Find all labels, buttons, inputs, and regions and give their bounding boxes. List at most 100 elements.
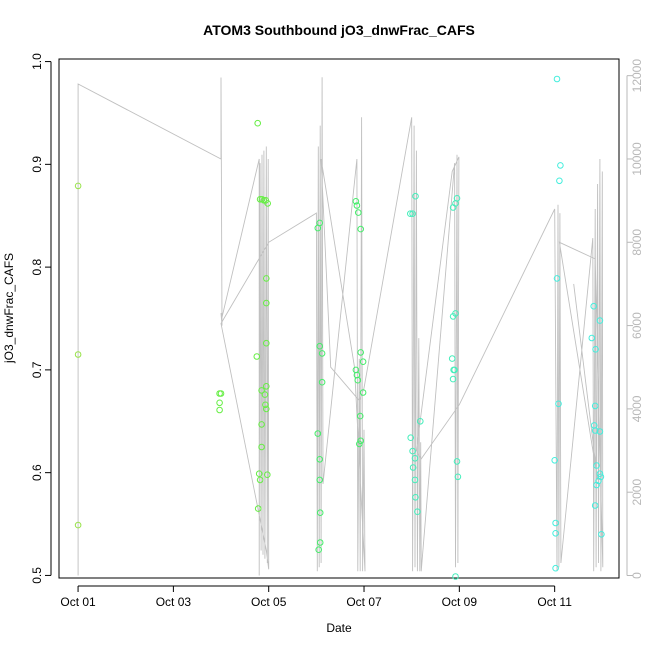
data-point (411, 476, 419, 484)
y-tick-label: 0.9 (30, 156, 44, 173)
data-point (318, 350, 326, 357)
data-point (452, 573, 459, 580)
y2-tick-label: 12000 (630, 59, 644, 93)
data-point (553, 275, 561, 282)
data-point (217, 390, 225, 397)
data-point (314, 430, 322, 437)
data-point (449, 375, 457, 383)
data-point (352, 198, 360, 205)
data-point (254, 119, 262, 127)
data-point (411, 455, 419, 462)
data-point (253, 353, 261, 360)
plot-frame (58, 58, 620, 579)
data-point (590, 302, 598, 310)
y-tick-label: 0.7 (30, 361, 44, 378)
y2-tick-label: 0 (630, 572, 644, 579)
y-axis-label: jO3_dnwFrac_CAFS (2, 253, 16, 364)
data-point (555, 400, 562, 408)
data-point (262, 401, 269, 409)
data-point (557, 162, 564, 169)
data-point (409, 464, 417, 471)
data-point (552, 519, 559, 527)
data-point (263, 339, 270, 347)
y-tick-label: 0.8 (30, 258, 44, 275)
data-point (596, 428, 604, 435)
data-point (316, 476, 324, 484)
data-point (263, 405, 270, 413)
data-point (357, 437, 365, 445)
data-point (598, 531, 605, 538)
data-point (407, 434, 415, 442)
data-point (449, 313, 457, 320)
data-point (357, 225, 365, 233)
data-point (552, 530, 559, 537)
data-point (316, 342, 324, 350)
data-point (454, 473, 462, 481)
y-tick-label: 0.5 (30, 567, 44, 584)
data-point (417, 418, 424, 425)
altitude-line (77, 77, 604, 576)
data-point (316, 456, 324, 463)
y-tick-label: 0.6 (30, 464, 44, 481)
data-point (263, 299, 270, 307)
data-point (74, 182, 82, 190)
data-point (258, 443, 265, 451)
axes-layer: Oct 01 Oct 03 Oct 05 Oct 07 Oct 09 Oct 11 0.5 0… (30, 53, 644, 609)
data-point (357, 349, 365, 356)
data-point (556, 177, 563, 185)
y2-tick-label: 4000 (630, 395, 644, 422)
data-point (315, 546, 323, 554)
data-point (74, 351, 82, 358)
data-point (551, 457, 559, 464)
data-point (359, 358, 367, 366)
data-point (553, 75, 561, 83)
data-point (356, 412, 364, 420)
data-point (596, 470, 604, 478)
data-point (314, 224, 322, 232)
y-tick-label: 1.0 (30, 53, 44, 70)
data-point (448, 355, 456, 362)
x-tick-label: Oct 09 (442, 595, 478, 609)
data-point (255, 470, 263, 478)
data-point (263, 275, 270, 282)
data-point (451, 366, 458, 374)
data-point (593, 481, 600, 489)
data-point (355, 209, 362, 216)
x-tick-label: Oct 11 (537, 595, 572, 609)
data-point (264, 200, 272, 207)
data-point (596, 317, 604, 324)
data-point (453, 195, 461, 202)
data-point (588, 334, 596, 342)
data-point (591, 427, 599, 434)
data-point (414, 508, 421, 516)
data-point (409, 210, 416, 217)
x-tick-label: Oct 03 (156, 595, 192, 609)
data-point (412, 192, 419, 200)
data-point (74, 521, 82, 529)
data-point (316, 539, 324, 546)
data-point (591, 402, 599, 410)
data-point (316, 509, 324, 517)
data-point (409, 447, 416, 455)
data-point (264, 471, 271, 479)
data-point (453, 458, 461, 465)
chart-title: ATOM3 Southbound jO3_dnwFrac_CAFS (203, 22, 475, 38)
x-axis-label: Date (326, 621, 352, 635)
data-point (254, 505, 262, 512)
data-point (256, 476, 264, 484)
point-layer (74, 75, 605, 580)
y2-tick-label: 6000 (630, 312, 644, 339)
data-point (407, 210, 414, 217)
data-point (258, 387, 265, 394)
data-point (591, 502, 599, 509)
data-point (216, 399, 223, 407)
data-point (261, 391, 269, 398)
y2-tick-label: 8000 (630, 229, 644, 256)
data-point (359, 389, 367, 396)
x-tick-label: Oct 05 (251, 595, 287, 609)
data-point (263, 383, 270, 390)
y2-tick-label: 2000 (630, 479, 644, 506)
line-layer (77, 77, 604, 576)
y2-tick-label: 10000 (630, 142, 644, 176)
